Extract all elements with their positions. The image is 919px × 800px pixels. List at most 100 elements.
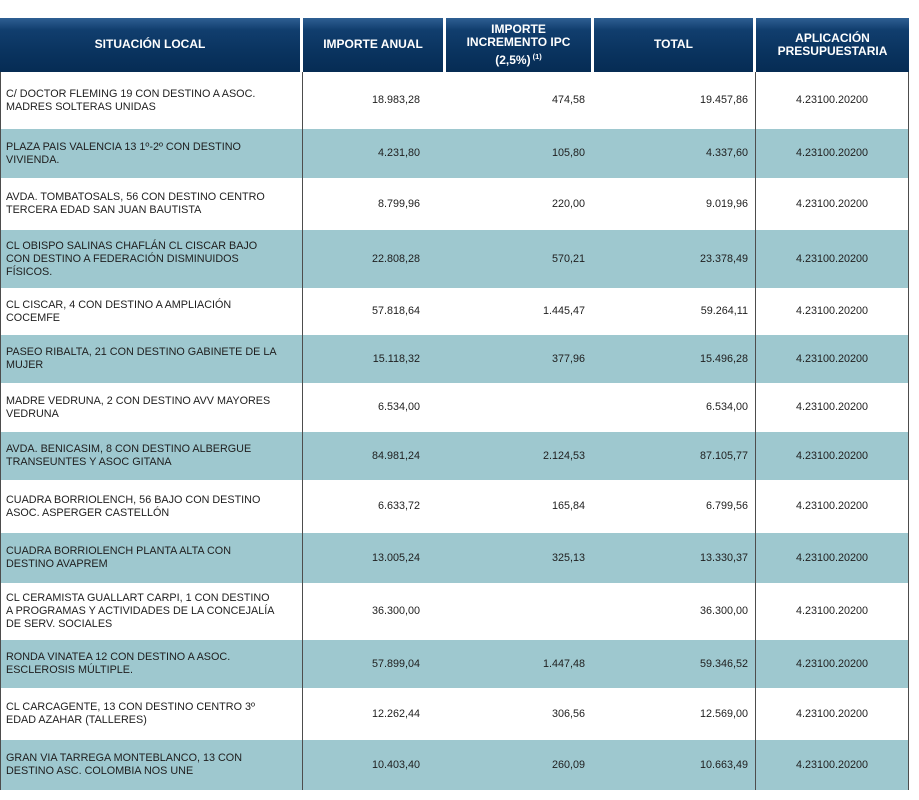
header-incremento-line1: IMPORTE xyxy=(491,21,546,36)
table-row: CUADRA BORRIOLENCH, 56 BAJO CON DESTINO … xyxy=(0,480,909,533)
cell-situacion-local: PASEO RIBALTA, 21 CON DESTINO GABINETE D… xyxy=(0,335,303,383)
cell-incremento-ipc xyxy=(446,583,594,640)
header-incremento-line3: (2,5%) (1) xyxy=(495,51,542,67)
cell-importe-anual: 18.983,28 xyxy=(371,94,420,106)
table-body: C/ DOCTOR FLEMING 19 CON DESTINO A ASOC.… xyxy=(0,72,909,790)
cell-situacion-local: CL CARCAGENTE, 13 CON DESTINO CENTRO 3º … xyxy=(0,688,303,740)
cell-incremento-ipc: 105,80 xyxy=(551,147,585,159)
table-row: PASEO RIBALTA, 21 CON DESTINO GABINETE D… xyxy=(0,335,909,383)
cell-situacion-local: CUADRA BORRIOLENCH PLANTA ALTA CON DESTI… xyxy=(0,533,303,583)
cell-situacion-local: AVDA. TOMBATOSALS, 56 CON DESTINO CENTRO… xyxy=(0,178,303,230)
cell-aplicacion-presupuestaria: 4.23100.20200 xyxy=(756,640,909,688)
cell-situacion-local: C/ DOCTOR FLEMING 19 CON DESTINO A ASOC.… xyxy=(0,72,303,129)
cell-incremento-ipc: 2.124,53 xyxy=(542,449,585,462)
cell-total: 59.346,52 xyxy=(594,640,756,688)
cell-total: 15.496,28 xyxy=(594,335,756,383)
cell-aplicacion-presupuestaria: 4.23100.20200 xyxy=(756,688,909,740)
cell-total: 87.105,77 xyxy=(594,432,756,480)
cell-incremento-ipc: 220,00 xyxy=(551,197,585,210)
header-situacion-local: SITUACIÓN LOCAL xyxy=(0,18,303,72)
header-total: TOTAL xyxy=(594,18,756,72)
cell-aplicacion-presupuestaria: 4.23100.20200 xyxy=(756,129,909,178)
table-row: CL CARCAGENTE, 13 CON DESTINO CENTRO 3º … xyxy=(0,688,909,740)
cell-situacion-local: CUADRA BORRIOLENCH, 56 BAJO CON DESTINO … xyxy=(0,480,303,533)
cell-total: 10.663,49 xyxy=(594,740,756,790)
table-row: PLAZA PAIS VALENCIA 13 1º-2º CON DESTINO… xyxy=(0,129,909,178)
table-row: RONDA VINATEA 12 CON DESTINO A ASOC. ESC… xyxy=(0,640,909,688)
header-aplicacion-presupuestaria: APLICACIÓN PRESUPUESTARIA xyxy=(756,18,909,72)
cell-aplicacion-presupuestaria: 4.23100.20200 xyxy=(756,480,909,533)
cell-aplicacion-presupuestaria: 4.23100.20200 xyxy=(756,432,909,480)
cell-importe-anual: 10.403,40 xyxy=(371,758,420,771)
table-row: AVDA. TOMBATOSALS, 56 CON DESTINO CENTRO… xyxy=(0,178,909,230)
cell-importe-anual: 12.262,44 xyxy=(371,707,420,720)
cell-situacion-local: MADRE VEDRUNA, 2 CON DESTINO AVV MAYORES… xyxy=(0,383,303,432)
cell-situacion-local: RONDA VINATEA 12 CON DESTINO A ASOC. ESC… xyxy=(0,640,303,688)
cell-situacion-local: GRAN VIA TARREGA MONTEBLANCO, 13 CON DES… xyxy=(0,740,303,790)
cell-situacion-local: CL CISCAR, 4 CON DESTINO A AMPLIACIÓN CO… xyxy=(0,288,303,335)
cell-total: 59.264,11 xyxy=(594,288,756,335)
cell-importe-anual: 36.300,00 xyxy=(371,605,420,617)
header-incremento-line2: INCREMENTO IPC xyxy=(466,35,571,50)
cell-incremento-ipc: 474,58 xyxy=(551,94,585,106)
cell-situacion-local: AVDA. BENICASIM, 8 CON DESTINO ALBERGUE … xyxy=(0,432,303,480)
table-row: CL CISCAR, 4 CON DESTINO A AMPLIACIÓN CO… xyxy=(0,288,909,335)
cell-incremento-ipc: 1.447,48 xyxy=(542,657,585,670)
cell-incremento-ipc xyxy=(446,383,594,432)
cell-aplicacion-presupuestaria: 4.23100.20200 xyxy=(756,72,909,129)
cell-aplicacion-presupuestaria: 4.23100.20200 xyxy=(756,335,909,383)
cell-incremento-ipc: 306,56 xyxy=(551,707,585,720)
cell-aplicacion-presupuestaria: 4.23100.20200 xyxy=(756,230,909,288)
table-row: C/ DOCTOR FLEMING 19 CON DESTINO A ASOC.… xyxy=(0,72,909,129)
cell-aplicacion-presupuestaria: 4.23100.20200 xyxy=(756,583,909,640)
cell-importe-anual: 57.899,04 xyxy=(371,657,420,670)
cell-total: 12.569,00 xyxy=(594,688,756,740)
cell-importe-anual: 13.005,24 xyxy=(371,551,420,564)
table-row: CL OBISPO SALINAS CHAFLÁN CL CISCAR BAJO… xyxy=(0,230,909,288)
cell-importe-anual: 84.981,24 xyxy=(371,449,420,462)
cell-incremento-ipc: 1.445,47 xyxy=(542,305,585,317)
header-importe-incremento-ipc: IMPORTE INCREMENTO IPC (2,5%) (1) xyxy=(446,18,594,72)
table-row: MADRE VEDRUNA, 2 CON DESTINO AVV MAYORES… xyxy=(0,383,909,432)
cell-incremento-ipc: 165,84 xyxy=(551,500,585,512)
subsidies-table: SITUACIÓN LOCAL IMPORTE ANUAL IMPORTE IN… xyxy=(0,18,909,790)
cell-importe-anual: 22.808,28 xyxy=(371,252,420,265)
cell-incremento-ipc: 377,96 xyxy=(551,352,585,365)
header-importe-anual-label: IMPORTE ANUAL xyxy=(323,37,423,52)
cell-total: 9.019,96 xyxy=(594,178,756,230)
header-total-label: TOTAL xyxy=(654,37,693,52)
cell-total: 19.457,86 xyxy=(594,72,756,129)
header-situacion-local-label: SITUACIÓN LOCAL xyxy=(94,37,206,52)
cell-incremento-ipc: 570,21 xyxy=(551,252,585,265)
table-header-row: SITUACIÓN LOCAL IMPORTE ANUAL IMPORTE IN… xyxy=(0,18,909,72)
cell-importe-anual: 4.231,80 xyxy=(377,147,420,159)
cell-incremento-ipc: 325,13 xyxy=(551,551,585,564)
cell-aplicacion-presupuestaria: 4.23100.20200 xyxy=(756,288,909,335)
cell-total: 36.300,00 xyxy=(594,583,756,640)
header-importe-anual: IMPORTE ANUAL xyxy=(303,18,446,72)
cell-importe-anual: 6.633,72 xyxy=(377,500,420,512)
header-aplicacion-label: APLICACIÓN PRESUPUESTARIA xyxy=(777,30,888,58)
cell-situacion-local: PLAZA PAIS VALENCIA 13 1º-2º CON DESTINO… xyxy=(0,129,303,178)
cell-aplicacion-presupuestaria: 4.23100.20200 xyxy=(756,740,909,790)
table-row: CUADRA BORRIOLENCH PLANTA ALTA CON DESTI… xyxy=(0,533,909,583)
cell-total: 4.337,60 xyxy=(594,129,756,178)
cell-importe-anual: 57.818,64 xyxy=(371,305,420,317)
cell-situacion-local: CL OBISPO SALINAS CHAFLÁN CL CISCAR BAJO… xyxy=(0,230,303,288)
cell-total: 6.534,00 xyxy=(594,383,756,432)
cell-importe-anual: 6.534,00 xyxy=(377,401,420,413)
footnote-marker: (1) xyxy=(532,51,542,61)
cell-aplicacion-presupuestaria: 4.23100.20200 xyxy=(756,178,909,230)
cell-importe-anual: 15.118,32 xyxy=(372,352,420,365)
cell-aplicacion-presupuestaria: 4.23100.20200 xyxy=(756,383,909,432)
cell-total: 6.799,56 xyxy=(594,480,756,533)
cell-total: 13.330,37 xyxy=(594,533,756,583)
cell-incremento-ipc: 260,09 xyxy=(551,758,585,771)
cell-situacion-local: CL CERAMISTA GUALLART CARPI, 1 CON DESTI… xyxy=(0,583,303,640)
cell-importe-anual: 8.799,96 xyxy=(377,197,420,210)
cell-total: 23.378,49 xyxy=(594,230,756,288)
table-row: AVDA. BENICASIM, 8 CON DESTINO ALBERGUE … xyxy=(0,432,909,480)
cell-aplicacion-presupuestaria: 4.23100.20200 xyxy=(756,533,909,583)
table-row: GRAN VIA TARREGA MONTEBLANCO, 13 CON DES… xyxy=(0,740,909,790)
